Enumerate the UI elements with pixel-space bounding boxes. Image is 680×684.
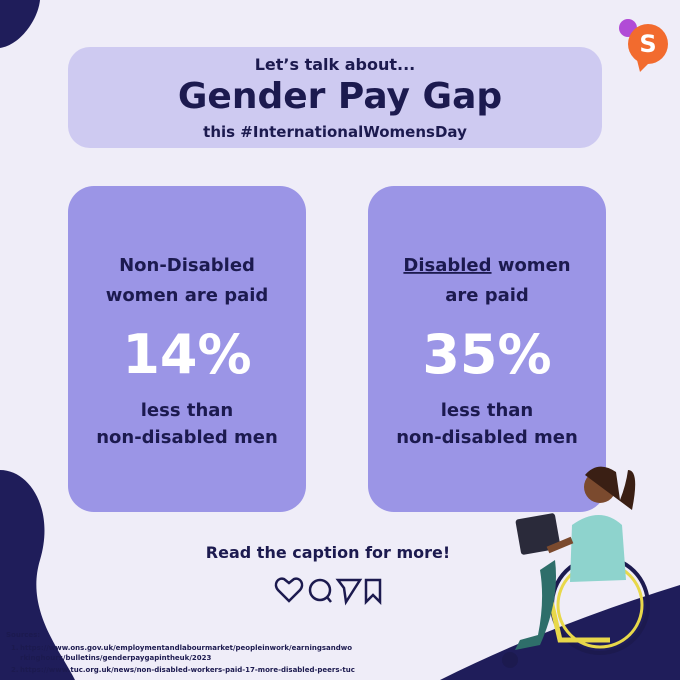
source: https://www.ons.gov.uk/employmentandlabo… <box>20 644 352 652</box>
card-line: less than <box>441 400 533 421</box>
subtitle: this #InternationalWomensDay <box>203 123 467 141</box>
card-line: are paid <box>445 285 529 306</box>
kicker: Let’s talk about... <box>255 55 416 74</box>
card-line: Disabled women <box>403 255 570 276</box>
title: Gender Pay Gap <box>178 76 502 117</box>
card <box>68 186 306 512</box>
card-line: non-disabled men <box>96 427 278 448</box>
card-line: less than <box>141 400 233 421</box>
header-box <box>68 47 602 148</box>
card-line: non-disabled men <box>396 427 578 448</box>
card-line: Non-Disabled <box>119 255 255 276</box>
source: rkinghours/bulletins/genderpaygapintheuk… <box>20 654 211 662</box>
emphasis: Disabled <box>403 255 491 276</box>
card <box>368 186 606 512</box>
sources-label: Sources: <box>6 631 40 639</box>
card-line: women are paid <box>106 285 269 306</box>
figure: 14% <box>122 323 251 386</box>
blob <box>0 0 40 48</box>
source-number: 1. <box>11 644 19 652</box>
source-number: 2. <box>11 666 19 674</box>
blob <box>0 470 75 680</box>
cta: Read the caption for more! <box>206 543 450 562</box>
social-icons <box>274 577 382 606</box>
logo-letter: S <box>639 30 656 58</box>
figure: 35% <box>422 323 551 386</box>
illustration <box>502 466 650 668</box>
logo: S <box>619 19 668 72</box>
card-line-rest: women <box>498 255 571 276</box>
source: https://www.tuc.org.uk/news/non-disabled… <box>20 666 355 674</box>
